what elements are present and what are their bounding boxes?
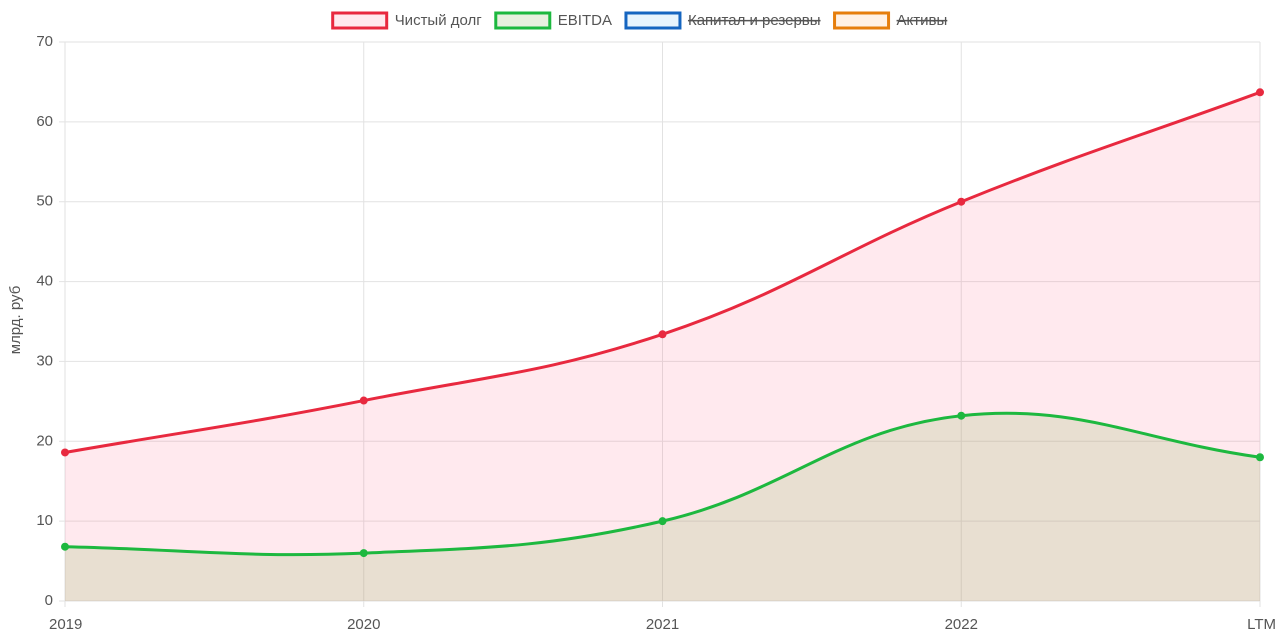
point (1256, 453, 1264, 462)
point (61, 448, 69, 457)
y-tick-label: 40 (36, 273, 53, 290)
point (957, 197, 966, 206)
point (658, 517, 667, 526)
point (957, 411, 966, 420)
x-tick-label: 2021 (646, 616, 679, 633)
x-tick-label: 2019 (49, 616, 82, 633)
y-tick-label: 30 (36, 352, 53, 369)
y-tick-label: 70 (36, 33, 53, 50)
x-tick-label: LTM (1247, 616, 1276, 633)
legend: Чистый долг EBITDA Капитал и резервы Активы (331, 11, 948, 30)
y-tick-label: 60 (36, 113, 53, 130)
x-tick-label: 2022 (945, 616, 978, 633)
y-tick-label: 0 (45, 592, 53, 609)
legend-swatch[interactable] (331, 11, 389, 30)
legend-swatch[interactable] (833, 11, 891, 30)
y-tick-label: 10 (36, 512, 53, 529)
legend-label[interactable]: Капитал и резервы (688, 12, 821, 29)
y-axis-label: млрд. руб (7, 286, 24, 355)
x-tick-label: 2020 (347, 616, 380, 633)
legend-label[interactable]: Чистый долг (395, 12, 483, 29)
legend-swatch[interactable] (624, 11, 682, 30)
point (359, 549, 368, 558)
legend-label[interactable]: EBITDA (558, 12, 612, 29)
legend-swatch[interactable] (494, 11, 552, 30)
y-tick-label: 50 (36, 193, 53, 210)
point (359, 396, 368, 405)
point (61, 542, 69, 551)
point (1256, 88, 1264, 97)
legend-label[interactable]: Активы (897, 12, 948, 29)
point (658, 330, 667, 339)
y-tick-label: 20 (36, 432, 53, 449)
area (65, 92, 1260, 601)
